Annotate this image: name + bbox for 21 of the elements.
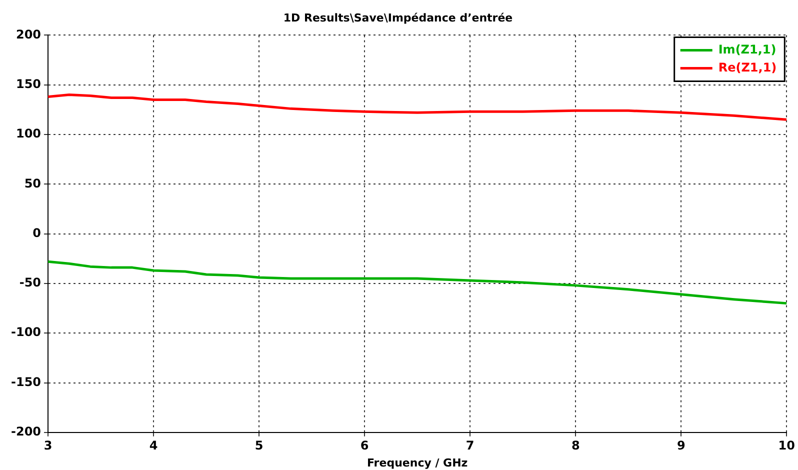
x-tick-label: 3 (44, 438, 52, 453)
x-tick-label: 9 (676, 438, 686, 453)
y-tick-label: -200 (11, 424, 42, 439)
y-tick-label: -50 (19, 276, 42, 290)
y-tick-label: -150 (11, 374, 42, 389)
legend-label: Im(Z1,1) (718, 42, 776, 56)
x-tick-label: 10 (778, 438, 795, 453)
y-tick-label: 0 (32, 226, 42, 240)
x-axis-title: Frequency / GHz (366, 456, 468, 470)
y-tick-label: 50 (24, 176, 42, 190)
x-tick-label: 4 (149, 438, 158, 453)
y-tick-label: 150 (16, 76, 42, 91)
x-tick-label: 8 (571, 438, 580, 453)
y-tick-label: 200 (16, 27, 42, 42)
x-tick-label: 6 (360, 438, 369, 453)
legend-label: Re(Z1,1) (718, 60, 777, 74)
x-tick-label: 7 (466, 438, 474, 453)
x-tick-label: 5 (254, 438, 264, 453)
y-tick-label: 100 (16, 126, 42, 141)
y-tick-label: -100 (11, 325, 42, 340)
chart-title: 1D Results\Save\Impédance d’entrée (283, 11, 513, 24)
